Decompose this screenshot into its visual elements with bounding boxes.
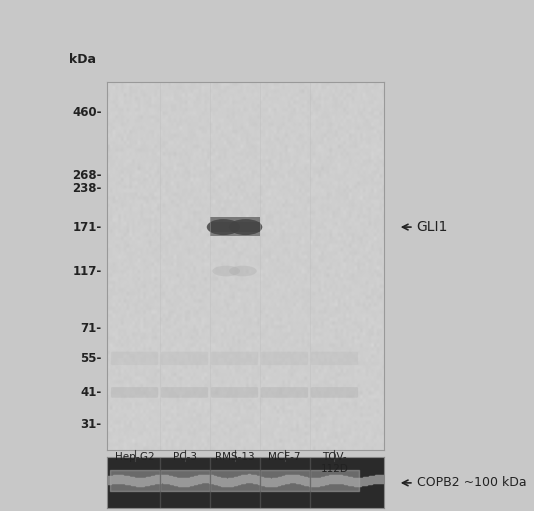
FancyBboxPatch shape: [111, 352, 158, 365]
FancyBboxPatch shape: [261, 387, 308, 398]
Ellipse shape: [213, 266, 240, 276]
Ellipse shape: [229, 219, 262, 235]
Text: 55-: 55-: [80, 352, 101, 365]
Text: 238-: 238-: [72, 182, 101, 195]
Text: COPB2 ~100 kDa: COPB2 ~100 kDa: [417, 476, 526, 490]
FancyBboxPatch shape: [311, 352, 358, 365]
FancyBboxPatch shape: [211, 352, 258, 365]
Text: 268-: 268-: [72, 169, 101, 181]
FancyBboxPatch shape: [261, 352, 308, 365]
Ellipse shape: [229, 266, 257, 276]
Polygon shape: [209, 226, 260, 236]
FancyBboxPatch shape: [211, 387, 258, 398]
Polygon shape: [209, 217, 260, 226]
Text: GLI1: GLI1: [417, 220, 448, 234]
Text: 171-: 171-: [72, 221, 101, 234]
Ellipse shape: [207, 219, 240, 235]
Text: 71-: 71-: [80, 322, 101, 335]
FancyBboxPatch shape: [311, 387, 358, 398]
Text: PC-3: PC-3: [172, 452, 197, 462]
Text: RMS-13: RMS-13: [215, 452, 254, 462]
Text: TOV-
112D: TOV- 112D: [320, 452, 349, 474]
Text: 31-: 31-: [80, 419, 101, 431]
Text: kDa: kDa: [69, 54, 96, 66]
FancyBboxPatch shape: [161, 352, 208, 365]
FancyBboxPatch shape: [161, 387, 208, 398]
FancyBboxPatch shape: [111, 387, 158, 398]
Text: MCF-7: MCF-7: [268, 452, 301, 462]
Text: Hep-G2: Hep-G2: [115, 452, 154, 462]
Text: 460-: 460-: [72, 106, 101, 119]
Polygon shape: [209, 222, 260, 232]
Text: 117-: 117-: [72, 265, 101, 277]
Text: 41-: 41-: [80, 386, 101, 399]
